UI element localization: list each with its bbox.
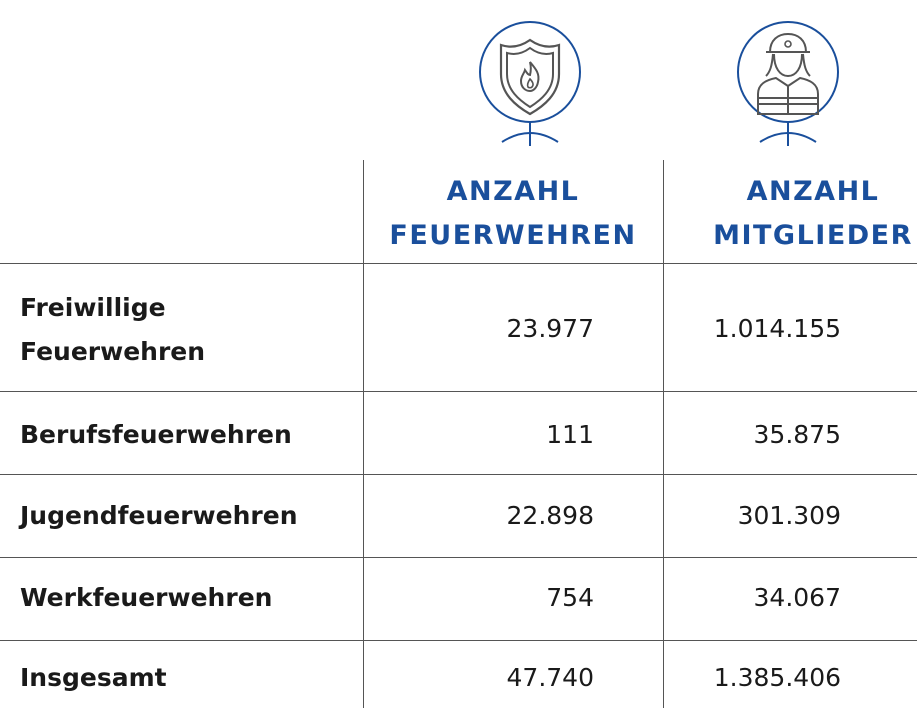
value-feuerwehren: 754: [546, 583, 594, 612]
column-header-line: ANZAHL: [746, 176, 880, 207]
row-label-total: Insgesamt: [20, 663, 167, 692]
row-label: Berufsfeuerwehren: [20, 420, 292, 449]
row-divider: [0, 474, 917, 475]
column-header-feuerwehren: ANZAHL FEUERWEHREN: [363, 170, 663, 258]
shield-flame-icon: [470, 14, 590, 154]
value-mitglieder: 1.014.155: [713, 314, 841, 343]
value-mitglieder: 301.309: [737, 501, 841, 530]
column-header-mitglieder: ANZAHL MITGLIEDER: [663, 170, 917, 258]
value-feuerwehren: 22.898: [506, 501, 594, 530]
header-divider: [0, 263, 917, 264]
value-feuerwehren: 23.977: [506, 314, 594, 343]
firefighter-icon: [728, 14, 848, 154]
value-mitglieder: 34.067: [753, 583, 841, 612]
column-divider-1: [363, 160, 364, 708]
value-feuerwehren-total: 47.740: [506, 663, 594, 692]
row-divider: [0, 557, 917, 558]
column-header-line: ANZAHL: [446, 176, 580, 207]
row-divider: [0, 391, 917, 392]
value-feuerwehren: 111: [546, 420, 594, 449]
column-divider-2: [663, 160, 664, 708]
column-header-line: MITGLIEDER: [713, 220, 913, 251]
value-mitglieder: 35.875: [753, 420, 841, 449]
row-divider: [0, 640, 917, 641]
column-header-line: FEUERWEHREN: [389, 220, 637, 251]
row-label: Werkfeuerwehren: [20, 583, 273, 612]
row-label: Jugendfeuerwehren: [20, 501, 298, 530]
row-label: Freiwillige: [20, 293, 166, 322]
value-mitglieder-total: 1.385.406: [713, 663, 841, 692]
row-label: Feuerwehren: [20, 337, 206, 366]
